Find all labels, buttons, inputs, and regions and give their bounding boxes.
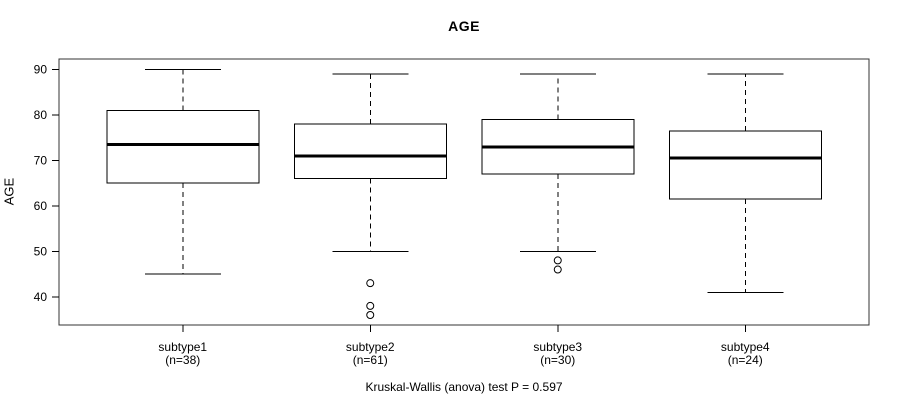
- y-tick-label: 80: [34, 108, 48, 122]
- iqr-box: [293, 123, 447, 180]
- x-tick-label-count: (n=61): [353, 353, 388, 367]
- iqr-box: [668, 130, 822, 200]
- outlier-point: [366, 279, 375, 288]
- x-tick-label-count: (n=30): [540, 353, 575, 367]
- stat-test-caption: Kruskal-Wallis (anova) test P = 0.597: [365, 380, 563, 394]
- outlier-point: [553, 265, 562, 274]
- plot-frame: [58, 58, 870, 326]
- outlier-point: [553, 256, 562, 265]
- x-tick-label-name: subtype3: [533, 340, 582, 354]
- x-tick-label-count: (n=24): [728, 353, 763, 367]
- y-tick-label: 90: [34, 62, 48, 76]
- x-tick-label-name: subtype4: [721, 340, 770, 354]
- x-tick-label-name: subtype1: [158, 340, 207, 354]
- outlier-point: [366, 301, 375, 310]
- y-tick-label: 70: [34, 153, 48, 167]
- y-tick-label: 40: [34, 290, 48, 304]
- iqr-box: [106, 109, 260, 184]
- outlier-point: [366, 310, 375, 319]
- y-tick-label: 50: [34, 244, 48, 258]
- y-tick-label: 60: [34, 199, 48, 213]
- x-tick-label-count: (n=38): [165, 353, 200, 367]
- x-tick-label-name: subtype2: [346, 340, 395, 354]
- chart-title: AGE: [448, 18, 480, 34]
